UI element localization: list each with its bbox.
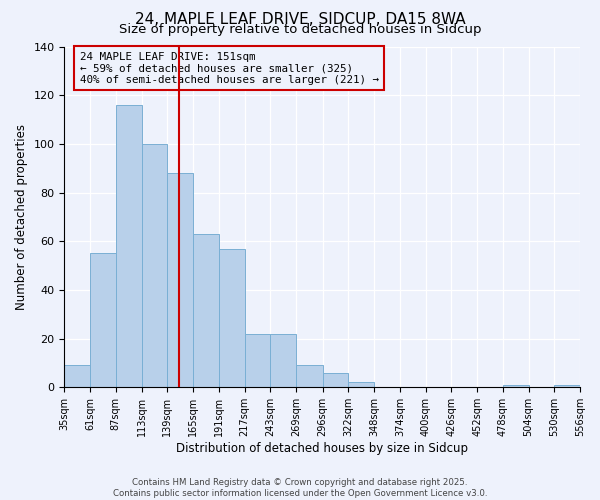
X-axis label: Distribution of detached houses by size in Sidcup: Distribution of detached houses by size … (176, 442, 468, 455)
Bar (554, 385, 580, 388)
Bar (349, 382, 374, 388)
Bar (503, 385, 529, 388)
Text: 24 MAPLE LEAF DRIVE: 151sqm
← 59% of detached houses are smaller (325)
40% of se: 24 MAPLE LEAF DRIVE: 151sqm ← 59% of det… (80, 52, 379, 85)
Bar (219, 248, 245, 388)
Bar (270, 334, 296, 388)
Text: 24, MAPLE LEAF DRIVE, SIDCUP, DA15 8WA: 24, MAPLE LEAF DRIVE, SIDCUP, DA15 8WA (134, 12, 466, 28)
Y-axis label: Number of detached properties: Number of detached properties (15, 124, 28, 310)
Text: Contains HM Land Registry data © Crown copyright and database right 2025.
Contai: Contains HM Land Registry data © Crown c… (113, 478, 487, 498)
Bar (167, 173, 193, 388)
Bar (116, 105, 142, 388)
Bar (193, 234, 219, 388)
Bar (142, 144, 167, 388)
Text: Size of property relative to detached houses in Sidcup: Size of property relative to detached ho… (119, 22, 481, 36)
Bar (245, 334, 270, 388)
Bar (90, 254, 116, 388)
Bar (296, 366, 323, 388)
Bar (64, 366, 90, 388)
Bar (323, 372, 349, 388)
